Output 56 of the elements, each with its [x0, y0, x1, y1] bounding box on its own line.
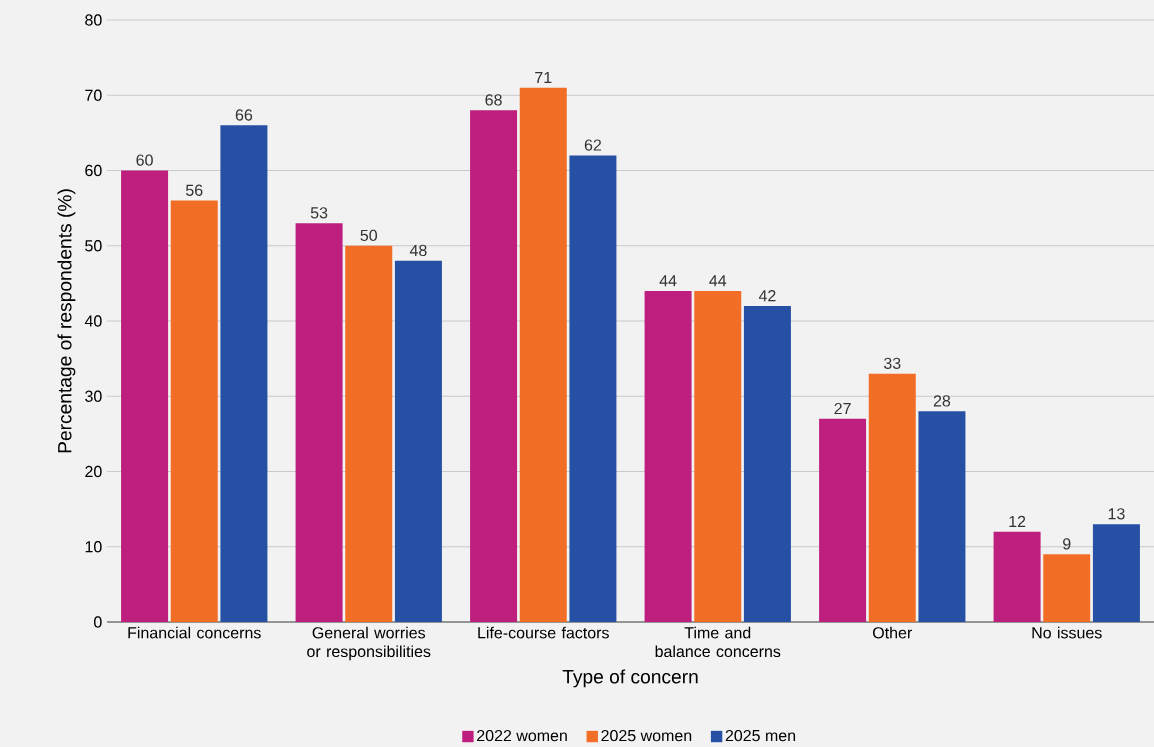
bar — [644, 290, 692, 622]
legend-label: 2022 women — [477, 729, 567, 742]
data-label: 44 — [659, 275, 677, 287]
data-label: 48 — [409, 244, 427, 257]
data-label: 62 — [584, 139, 602, 151]
data-label: 71 — [535, 72, 552, 84]
bar — [295, 223, 343, 622]
bar — [345, 245, 393, 622]
y-tick-label: 80 — [85, 14, 102, 26]
x-tick-label: Other — [873, 626, 912, 639]
y-tick-label: 60 — [85, 164, 102, 177]
y-tick-label: 30 — [85, 390, 102, 402]
bar — [868, 373, 916, 622]
data-label: 53 — [310, 207, 328, 219]
data-label: 56 — [186, 184, 203, 196]
bar — [743, 305, 791, 622]
data-label: 60 — [136, 154, 153, 166]
bar — [519, 87, 567, 622]
data-label: 68 — [485, 94, 502, 106]
bar — [993, 531, 1041, 622]
data-label: 33 — [883, 357, 901, 369]
legend-label: 2025 men — [725, 729, 796, 742]
x-tick-label: Time and balance concerns — [655, 626, 781, 658]
bar — [918, 411, 966, 622]
data-label: 42 — [758, 290, 776, 302]
x-tick-label: No issues — [1032, 626, 1102, 639]
y-tick-label: 40 — [84, 315, 102, 327]
bar — [470, 110, 518, 622]
bar — [819, 418, 867, 622]
bar — [569, 155, 617, 622]
data-label: 27 — [834, 402, 851, 415]
x-tick-label: Life-course factors — [478, 626, 609, 639]
data-label: 50 — [360, 229, 378, 242]
legend-label: 2025 women — [601, 729, 692, 742]
data-label: 12 — [1009, 515, 1026, 527]
data-label: 66 — [235, 109, 253, 121]
bar — [394, 260, 442, 622]
bar — [121, 170, 169, 622]
y-tick-label: 0 — [94, 616, 102, 628]
y-tick-label: 70 — [85, 89, 102, 101]
x-tick-label: Financial concerns — [128, 626, 261, 639]
data-label: 13 — [1108, 508, 1125, 520]
x-tick-label: General worries or responsibilities — [307, 626, 431, 661]
bar — [220, 125, 268, 622]
bar — [1043, 554, 1091, 622]
x-axis-title: Type of concern — [562, 669, 698, 688]
y-tick-label: 20 — [85, 465, 102, 478]
y-tick-label: 10 — [85, 541, 102, 553]
data-label: 28 — [933, 395, 951, 407]
bar — [170, 200, 218, 622]
data-label: 9 — [1063, 538, 1071, 550]
y-tick-label: 50 — [85, 240, 102, 252]
data-label: 44 — [709, 275, 727, 287]
bar — [694, 290, 742, 622]
bar — [1092, 524, 1140, 622]
y-axis-title: Percentage of respondents (%) — [57, 189, 76, 453]
